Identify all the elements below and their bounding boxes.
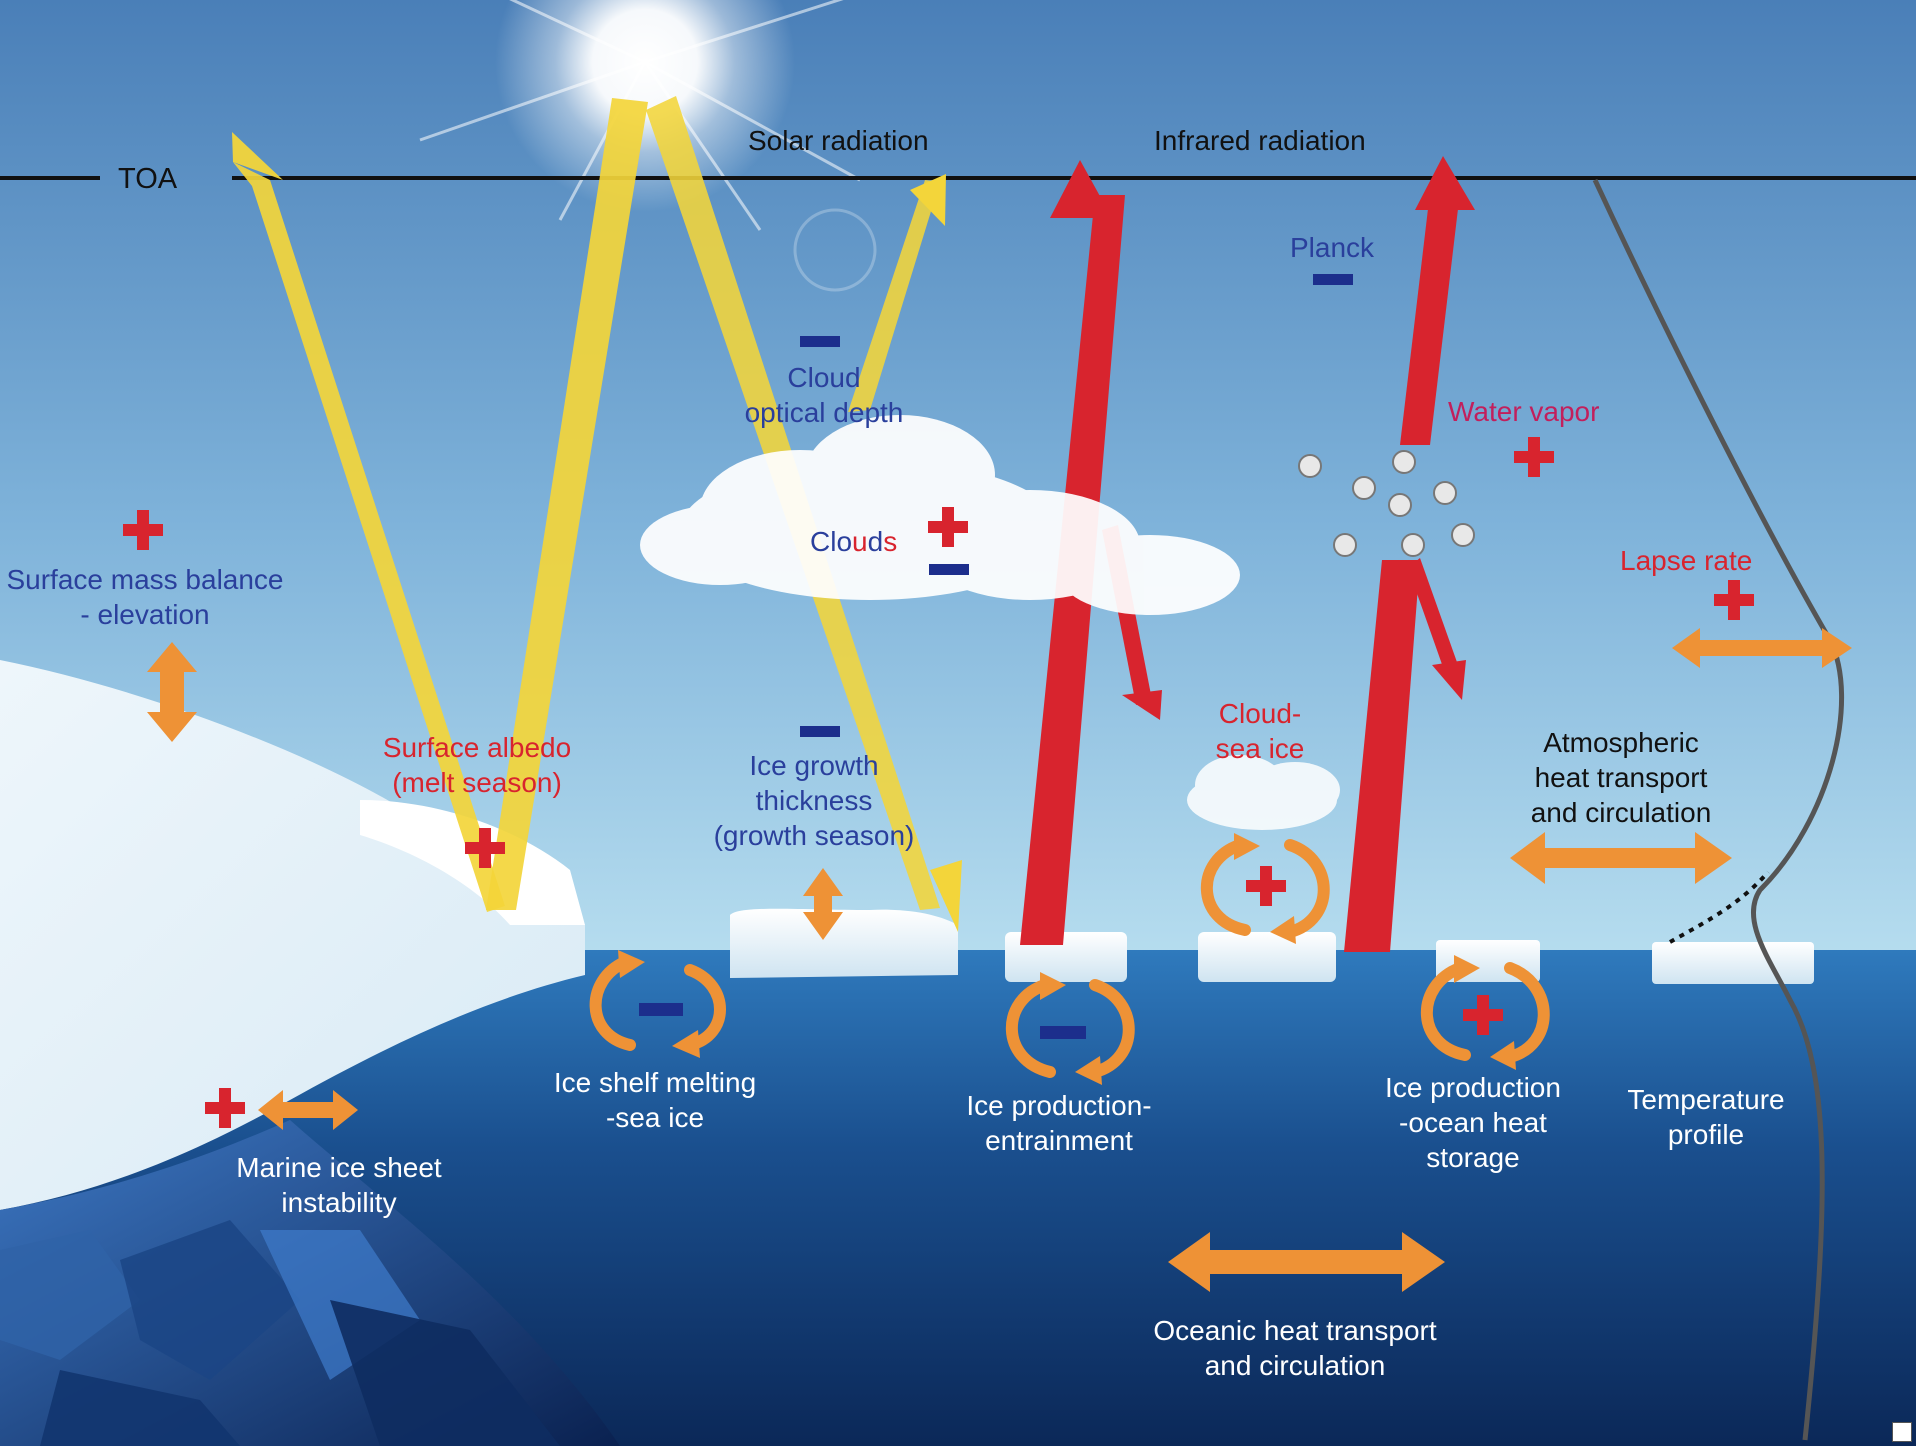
- expand-corner-icon[interactable]: [1892, 1422, 1912, 1442]
- elevation-arrow: [147, 642, 197, 742]
- planck-label: Planck: [1290, 232, 1375, 263]
- loop-ocean-heat: [1504, 962, 1550, 1063]
- bedrock-facet: [330, 1300, 560, 1446]
- plus-icon: [1714, 580, 1754, 620]
- ice-growth-label: Ice growth thickness (growth season): [713, 750, 915, 851]
- clouds-label: Clouds: [810, 524, 897, 559]
- plus-icon: [1463, 995, 1503, 1035]
- ice-sheet: [0, 660, 585, 1210]
- minus-icon: [1313, 274, 1353, 285]
- marine-ice-sheet-label: Marine ice sheet instability: [236, 1152, 442, 1218]
- surface-mass-balance-label: Surface mass balance - elevation: [6, 564, 284, 630]
- lapse-rate-label: Lapse rate: [1620, 545, 1753, 576]
- ir-arrow-down-2: [1408, 558, 1458, 670]
- toa-label: TOA: [118, 163, 178, 195]
- loop-cloud-sea-ice: [1284, 839, 1330, 938]
- plus-icon: [123, 510, 163, 550]
- temperature-profile-dotted: [1669, 870, 1770, 944]
- water-vapor-label: Water vapor: [1448, 396, 1600, 427]
- solar-arrow-cloud-reflect: [848, 180, 940, 412]
- clouds-letter: o: [836, 526, 853, 557]
- plus-icon: [465, 828, 505, 868]
- loop-arrows: [589, 839, 1550, 1078]
- transport-arrows: [147, 628, 1852, 1292]
- water-vapor-molecules: [1298, 450, 1475, 557]
- clouds-letter: d: [867, 526, 884, 557]
- marine-instability-arrow: [258, 1090, 358, 1130]
- ice-production-entrainment-label: Ice production- entrainment: [966, 1090, 1152, 1156]
- loop-ice-production: [1089, 979, 1135, 1078]
- infrared-radiation-label: Infrared radiation: [1154, 125, 1366, 156]
- plus-icon: [1246, 866, 1286, 906]
- loop-ice-shelf: [589, 956, 636, 1051]
- bedrock-facet: [40, 1370, 240, 1446]
- temperature-profile-curve: [1592, 178, 1845, 1441]
- cloud-small: [1187, 755, 1340, 830]
- ir-arrow-surface-2: [1344, 560, 1420, 952]
- atmospheric-heat-transport-label: Atmospheric heat transport and circulati…: [1530, 727, 1712, 828]
- clouds-letter: u: [852, 526, 868, 557]
- ice-shelf-melting-label: Ice shelf melting -sea ice: [553, 1067, 757, 1133]
- sea-ice-floe: [1198, 932, 1336, 982]
- clouds-letter: C: [810, 526, 831, 557]
- clouds-letter: s: [883, 526, 898, 557]
- oceanic-transport-arrow: [1168, 1232, 1445, 1292]
- surface-albedo-label: Surface albedo (melt season): [382, 732, 572, 798]
- minus-icon: [800, 726, 840, 737]
- solar-radiation-label: Solar radiation: [748, 125, 929, 156]
- bedrock-facet: [120, 1220, 300, 1380]
- plus-icon: [205, 1088, 245, 1128]
- solar-arrow-incoming: [486, 98, 648, 910]
- sea-ice-floe: [1652, 942, 1814, 984]
- plus-icon: [928, 507, 968, 547]
- ice-growth-arrow: [803, 868, 843, 940]
- ice-production-ocean-heat-label: Ice production -ocean heat storage: [1385, 1072, 1561, 1173]
- minus-icon: [929, 564, 969, 575]
- ir-arrow-vapor: [1400, 192, 1460, 445]
- loop-ocean-heat: [1420, 962, 1471, 1061]
- sun-halo: [793, 208, 877, 292]
- minus-icon: [800, 336, 840, 347]
- cloud-sea-ice-label: Cloud- sea ice: [1215, 698, 1305, 764]
- plus-signs: [123, 437, 1754, 1128]
- oceanic-heat-transport-label: Oceanic heat transport and circulation: [1153, 1315, 1437, 1381]
- minus-signs: [639, 274, 1353, 1039]
- loop-ice-production: [1005, 979, 1056, 1078]
- sea-ice-floe: [730, 908, 958, 978]
- plus-icon: [1514, 437, 1554, 477]
- solar-arrow-reflected: [233, 162, 505, 912]
- loop-cloud-sea-ice: [1200, 839, 1251, 936]
- atmospheric-transport-arrow: [1510, 832, 1732, 884]
- loop-ice-shelf: [684, 964, 726, 1051]
- loop-arrowheads: [618, 833, 1516, 1085]
- cloud-optical-depth-label: Cloud optical depth: [744, 362, 904, 428]
- minus-icon: [1040, 1026, 1086, 1039]
- lapse-rate-arrow: [1672, 628, 1852, 668]
- temperature-profile-label: Temperature profile: [1627, 1084, 1785, 1150]
- bedrock-facet: [0, 1230, 140, 1360]
- minus-icon: [639, 1003, 683, 1016]
- clouds-letter: l: [830, 526, 837, 557]
- sun-rays: [419, 0, 861, 231]
